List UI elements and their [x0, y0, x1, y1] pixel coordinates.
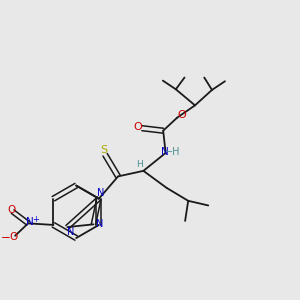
- Text: N: N: [68, 227, 75, 237]
- Text: +: +: [32, 215, 39, 224]
- Text: N: N: [160, 147, 168, 157]
- Text: H: H: [136, 160, 143, 169]
- Text: N: N: [26, 218, 34, 227]
- Text: −H: −H: [165, 147, 181, 157]
- Text: N: N: [96, 219, 103, 229]
- Text: O: O: [178, 110, 186, 120]
- Text: O: O: [133, 122, 142, 132]
- Text: N: N: [97, 188, 104, 198]
- Text: O: O: [7, 205, 15, 215]
- Text: S: S: [100, 145, 108, 154]
- Text: −: −: [1, 231, 11, 244]
- Text: O: O: [10, 232, 18, 242]
